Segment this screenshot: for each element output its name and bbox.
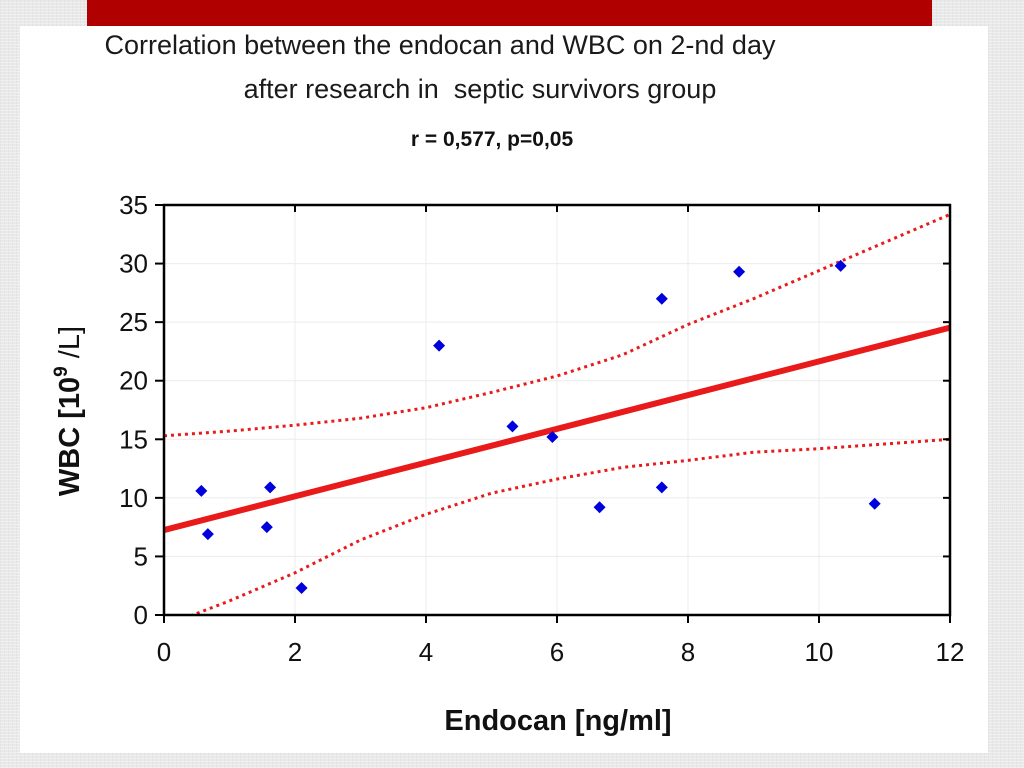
data-point: [593, 501, 606, 514]
x-axis-label: Endocan [ng/ml]: [444, 705, 671, 737]
data-point: [264, 481, 277, 494]
slide-accent-bar: [87, 0, 932, 26]
x-tick-label: 12: [936, 637, 965, 667]
data-point: [201, 528, 214, 541]
y-tick-label: 15: [119, 424, 148, 454]
x-tick-label: 4: [419, 637, 433, 667]
confidence-band-layer: [164, 213, 950, 615]
confidence-band-lower: [188, 437, 950, 615]
data-point: [295, 582, 308, 595]
data-point: [546, 430, 559, 443]
data-point: [655, 481, 668, 494]
data-points-layer: [195, 259, 881, 595]
x-tick-label: 10: [805, 637, 834, 667]
y-axis-label-tail: /L]: [54, 326, 86, 366]
confidence-band-upper: [164, 213, 950, 438]
data-point: [433, 339, 446, 352]
x-tick-label: 2: [288, 637, 302, 667]
y-axis-label-main: WBC [10: [54, 377, 86, 496]
regression-layer: [163, 324, 951, 533]
data-point: [260, 521, 273, 534]
data-point: [195, 484, 208, 497]
y-tick-label: 35: [119, 190, 148, 220]
chart-title-line-2: after research in septic survivors group: [243, 74, 717, 104]
y-axis-label-superscript: 9: [51, 366, 72, 377]
data-point: [834, 259, 847, 272]
y-tick-label: 5: [134, 541, 148, 571]
data-point: [655, 292, 668, 305]
regression-line: [163, 324, 951, 533]
correlation-stats: r = 0,577, p=0,05: [410, 128, 574, 151]
y-tick-label: 25: [119, 307, 148, 337]
x-tick-label: 8: [681, 637, 695, 667]
y-tick-label: 30: [119, 249, 148, 279]
y-axis-label: WBC [109 /L]: [51, 326, 86, 496]
axes-frame-layer: [155, 203, 952, 623]
x-tick-label: 6: [550, 637, 564, 667]
tick-labels-layer: 0 5 10 15 20 25 30 35 0 2 4 6 8 10 12: [119, 190, 964, 667]
data-point: [506, 420, 519, 433]
y-tick-label: 10: [119, 483, 148, 513]
data-point: [733, 265, 746, 278]
data-point: [868, 497, 881, 510]
x-tick-label: 0: [157, 637, 171, 667]
y-tick-label: 0: [134, 600, 148, 630]
y-tick-label: 20: [119, 366, 148, 396]
chart-title-line-1: Correlation between the endocan and WBC …: [104, 30, 776, 60]
